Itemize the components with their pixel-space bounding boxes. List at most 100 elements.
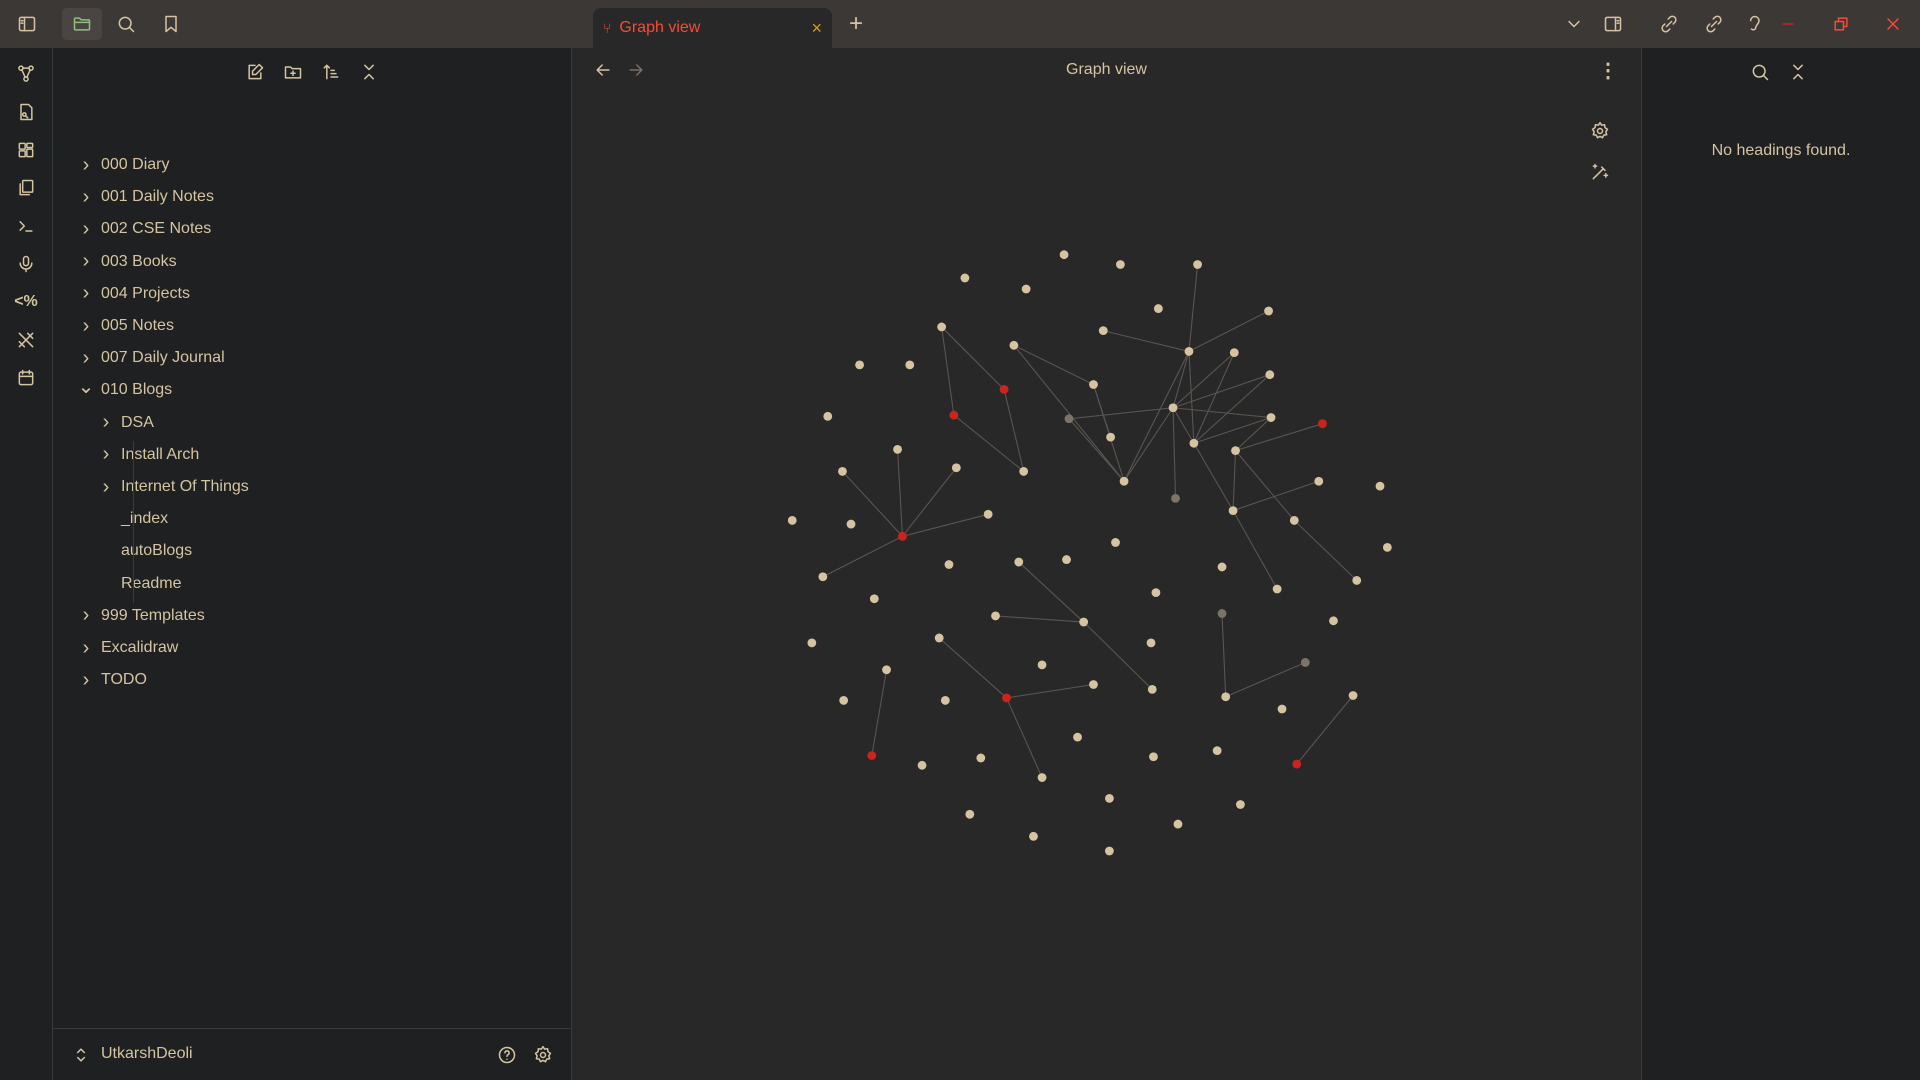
close-icon[interactable] xyxy=(1877,8,1909,40)
graph-node[interactable] xyxy=(1019,467,1029,476)
file-search-icon[interactable] xyxy=(10,96,42,128)
graph-node[interactable] xyxy=(944,560,954,569)
graph-node[interactable] xyxy=(1189,438,1199,448)
graph-node[interactable] xyxy=(1352,576,1362,585)
graph-node[interactable] xyxy=(882,665,891,675)
animate-wand-icon[interactable] xyxy=(1584,156,1616,188)
tree-folder[interactable]: › 002 CSE Notes xyxy=(77,215,212,243)
folder-icon[interactable] xyxy=(62,8,102,40)
graph-node[interactable] xyxy=(983,509,993,519)
graph-node[interactable] xyxy=(949,410,959,420)
graph-node[interactable] xyxy=(1149,752,1158,762)
graph-node[interactable] xyxy=(1184,347,1194,356)
graph-node[interactable] xyxy=(823,411,833,421)
tab-graph-view[interactable]: ⑂ Graph view × xyxy=(593,8,832,48)
graph-node[interactable] xyxy=(838,467,847,476)
tree-folder[interactable]: › Excalidraw xyxy=(77,634,179,662)
graph-node[interactable] xyxy=(1104,793,1114,803)
graph-node[interactable] xyxy=(1277,704,1287,714)
graph-node[interactable] xyxy=(905,360,915,370)
graph-node[interactable] xyxy=(1292,759,1302,769)
tree-folder[interactable]: › 005 Notes xyxy=(77,312,174,340)
graph-node[interactable] xyxy=(1089,680,1098,689)
graph-node[interactable] xyxy=(940,696,950,705)
tree-file[interactable]: autoBlogs xyxy=(97,537,192,565)
graph-node[interactable] xyxy=(999,384,1009,394)
graph-node[interactable] xyxy=(1193,260,1202,269)
graph-node[interactable] xyxy=(1171,493,1180,503)
graph-node[interactable] xyxy=(1111,538,1120,547)
graph-node[interactable] xyxy=(965,809,975,819)
graph-node[interactable] xyxy=(1147,684,1157,694)
graph-node[interactable] xyxy=(917,760,927,770)
excalidraw-icon[interactable] xyxy=(10,324,42,356)
graph-node[interactable] xyxy=(951,463,961,473)
graph-node[interactable] xyxy=(976,753,986,763)
graph-node[interactable] xyxy=(934,633,944,643)
graph-node[interactable] xyxy=(1037,773,1047,782)
graph-node[interactable] xyxy=(869,594,879,604)
graph-node[interactable] xyxy=(960,273,970,283)
terminal-icon[interactable] xyxy=(10,210,42,242)
graph-node[interactable] xyxy=(1264,306,1273,316)
graph-node[interactable] xyxy=(1266,413,1276,422)
tree-folder[interactable]: › Install Arch xyxy=(97,441,200,469)
sidebar-toggle-icon[interactable] xyxy=(11,8,43,40)
settings-icon[interactable] xyxy=(527,1039,559,1071)
graph-node[interactable] xyxy=(1104,846,1114,856)
graph-node[interactable] xyxy=(893,444,902,454)
tree-folder[interactable]: ⌄ 010 Blogs xyxy=(77,376,173,404)
calendar-icon[interactable] xyxy=(10,362,42,394)
restore-icon[interactable] xyxy=(1825,8,1857,40)
graph-node[interactable] xyxy=(1009,340,1019,350)
bookmark-icon[interactable] xyxy=(155,8,187,40)
graph-node[interactable] xyxy=(846,519,856,529)
tree-folder[interactable]: › DSA xyxy=(97,409,154,437)
graph-node[interactable] xyxy=(991,611,1000,621)
graph-node[interactable] xyxy=(1289,516,1299,525)
graph-node[interactable] xyxy=(1021,284,1031,294)
graph-node[interactable] xyxy=(1059,250,1069,260)
graph-node[interactable] xyxy=(1098,326,1108,336)
graph-icon[interactable] xyxy=(10,58,42,90)
collapse-all-icon[interactable] xyxy=(353,56,385,88)
microphone-icon[interactable] xyxy=(10,248,42,280)
tree-file[interactable]: Readme xyxy=(97,570,181,598)
graph-node[interactable] xyxy=(1300,658,1310,667)
graph-node[interactable] xyxy=(1212,746,1222,756)
tree-folder[interactable]: › TODO xyxy=(77,666,147,694)
copy-icon[interactable] xyxy=(10,172,42,204)
help-icon[interactable] xyxy=(491,1039,523,1071)
forward-arrow-icon[interactable] xyxy=(620,54,652,86)
graph-node[interactable] xyxy=(1236,800,1245,809)
graph-node[interactable] xyxy=(1089,380,1098,389)
graph-node[interactable] xyxy=(1382,542,1392,552)
more-options-icon[interactable]: ⋮ xyxy=(1598,59,1618,82)
templater-icon[interactable]: <% xyxy=(14,293,38,310)
tree-folder[interactable]: › 003 Books xyxy=(77,248,177,276)
collapse-all-icon[interactable] xyxy=(1782,56,1814,88)
backlinks-icon[interactable] xyxy=(1653,8,1685,40)
graph-node[interactable] xyxy=(1348,691,1358,700)
tree-folder[interactable]: › 999 Templates xyxy=(77,602,205,630)
graph-node[interactable] xyxy=(1106,432,1116,442)
graph-node[interactable] xyxy=(1375,481,1385,491)
graph-node[interactable] xyxy=(1314,476,1324,486)
back-arrow-icon[interactable] xyxy=(587,54,619,86)
graph-node[interactable] xyxy=(1329,616,1338,626)
graph-node[interactable] xyxy=(855,360,865,370)
graph-node[interactable] xyxy=(1229,348,1239,358)
minimize-icon[interactable] xyxy=(1772,8,1804,40)
graph-node[interactable] xyxy=(1002,693,1011,703)
graph-node[interactable] xyxy=(1146,638,1156,648)
graph-node[interactable] xyxy=(807,638,817,648)
graph-node[interactable] xyxy=(1119,476,1129,486)
graph-node[interactable] xyxy=(1064,414,1074,424)
graph-node[interactable] xyxy=(1221,692,1231,702)
graph-node[interactable] xyxy=(839,696,849,705)
graph-settings-icon[interactable] xyxy=(1584,115,1616,147)
tree-folder[interactable]: › 000 Diary xyxy=(77,151,170,179)
graph-node[interactable] xyxy=(1151,588,1161,598)
graph-node[interactable] xyxy=(937,322,947,332)
new-tab-icon[interactable]: + xyxy=(848,10,863,37)
